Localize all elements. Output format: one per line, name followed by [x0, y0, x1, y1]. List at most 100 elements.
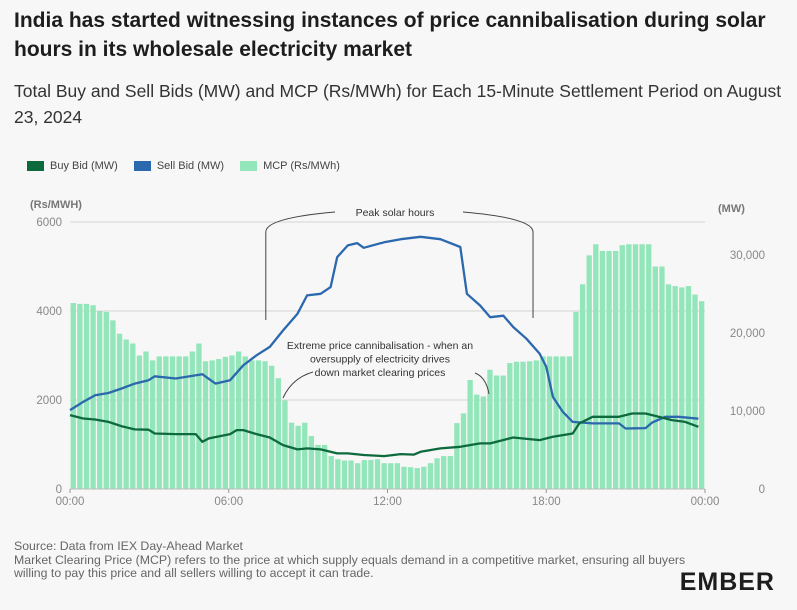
mcp-bar [110, 320, 116, 489]
mcp-bar [341, 460, 348, 489]
mcp-bar [262, 361, 268, 489]
legend-swatch-sell [133, 161, 151, 171]
mcp-bar [209, 360, 215, 489]
mcp-bar [249, 360, 255, 489]
mcp-bar [593, 244, 599, 489]
mcp-bar [560, 356, 566, 489]
mcp-bar [196, 343, 202, 489]
mcp-bar [97, 311, 103, 489]
x-tick-label: 00:00 [56, 496, 85, 508]
mcp-bar [169, 356, 176, 489]
mcp-bar [665, 284, 672, 489]
left-axis-unit: (Rs/MWH) [30, 199, 82, 211]
mcp-bar [103, 311, 109, 489]
mcp-bar [493, 375, 500, 489]
mcp-bar [612, 250, 619, 489]
mcp-bar [163, 356, 169, 489]
mcp-bar [368, 460, 374, 489]
mcp-bar [202, 361, 209, 489]
mcp-bar [235, 351, 242, 489]
mcp-bar [619, 245, 625, 489]
mcp-bar [295, 425, 301, 489]
cannibalisation-label: oversupply of electricity drives [310, 354, 450, 366]
legend: Buy Bid (MW) Sell Bid (MW) MCP (Rs/MWh) [27, 160, 340, 172]
mcp-bar [573, 311, 579, 489]
mcp-bar [83, 303, 90, 489]
mcp-bar [626, 244, 632, 489]
left-tick-label: 2000 [36, 395, 62, 407]
legend-item-mcp: MCP (Rs/MWh) [240, 160, 340, 172]
mcp-bar [315, 444, 321, 489]
pointer-right [474, 372, 490, 395]
chart-title: India has started witnessing instances o… [14, 9, 766, 61]
right-tick-label: 0 [759, 484, 765, 496]
mcp-bar [434, 458, 440, 489]
cannibalisation-label: down market clearing prices [315, 367, 446, 379]
mcp-bar [546, 356, 553, 489]
mcp-bar [474, 394, 480, 489]
mcp-bar [70, 302, 76, 489]
mcp-bar [527, 361, 533, 489]
mcp-bar [579, 284, 586, 489]
mcp-bar [275, 378, 281, 489]
mcp-bar [685, 286, 692, 489]
mcp-bar [533, 360, 539, 489]
mcp-bar [692, 294, 698, 489]
x-tick-label: 00:00 [691, 496, 720, 508]
legend-item-buy: Buy Bid (MW) [27, 160, 118, 172]
mcp-bar [599, 250, 606, 489]
mcp-bar [507, 363, 513, 489]
peak-bracket-left [265, 211, 336, 320]
mcp-bar [520, 361, 526, 489]
mcp-bar [586, 255, 592, 489]
mcp-bar [255, 360, 262, 489]
right-tick-label: 20,000 [730, 328, 765, 340]
mcp-bar [427, 463, 434, 489]
mcp-bar [566, 356, 573, 489]
mcp-bar [672, 286, 678, 489]
right-tick-label: 30,000 [730, 250, 765, 262]
mcp-bar [189, 351, 195, 489]
mcp-bar [540, 356, 546, 489]
mcp-bar [698, 301, 705, 489]
mcp-bar [553, 356, 559, 489]
mcp-definition: Market Clearing Price (MCP) refers to th… [14, 552, 686, 580]
annotations: Peak solar hours Extreme price cannibalis… [265, 207, 534, 399]
gridlines [70, 221, 705, 401]
mcp-bar [176, 356, 182, 489]
mcp-bar [229, 355, 235, 489]
cannibalisation-label: Extreme price cannibalisation - when an [287, 340, 473, 352]
mcp-bar [646, 244, 652, 489]
mcp-bar [130, 343, 136, 489]
mcp-bar [632, 244, 639, 489]
mcp-bar [149, 360, 156, 489]
mcp-bar [269, 365, 275, 489]
pointer-left [282, 371, 314, 399]
mcp-bar [513, 361, 520, 489]
mcp-bar [460, 413, 467, 489]
mcp-bar [414, 468, 420, 489]
mcp-bar [348, 460, 354, 489]
peak-solar-label: Peak solar hours [356, 207, 435, 219]
peak-bracket-right [462, 211, 534, 318]
mcp-bar [659, 266, 665, 489]
buy-bid-line [69, 412, 699, 458]
mcp-bar [77, 303, 83, 489]
right-tick-label: 10,000 [730, 406, 765, 418]
mcp-bar [123, 339, 129, 489]
mcp-bar [116, 333, 123, 489]
mcp-bar [421, 466, 427, 489]
mcp-bar [321, 444, 328, 489]
mcp-bar [156, 356, 162, 489]
mcp-bar [652, 266, 658, 489]
legend-label: Buy Bid (MW) [50, 160, 118, 172]
legend-swatch-mcp [240, 161, 258, 171]
mcp-bar [500, 375, 506, 489]
legend-swatch-buy [27, 161, 44, 171]
mcp-bar [606, 250, 612, 489]
mcp-bar [407, 467, 414, 489]
mcp-bar [441, 456, 447, 489]
bid-lines [69, 235, 699, 458]
